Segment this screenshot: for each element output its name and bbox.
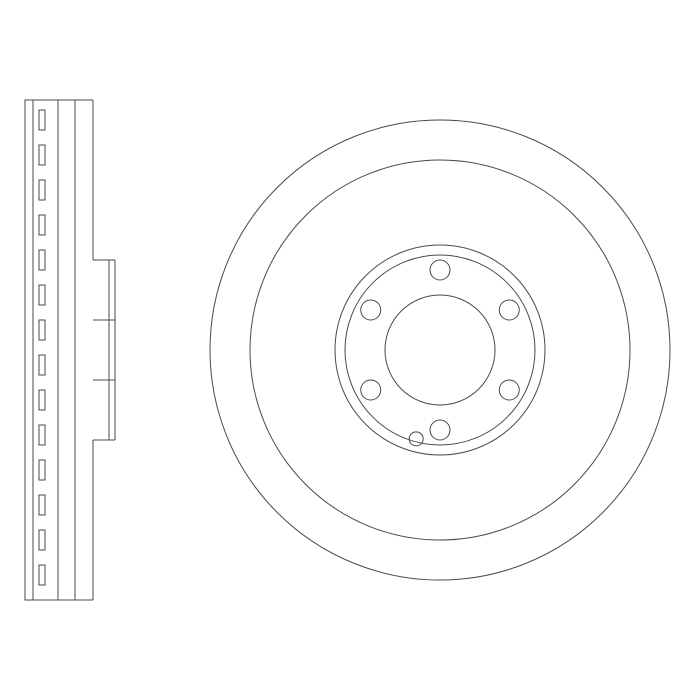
brake-rotor-technical-drawing: [0, 0, 700, 700]
